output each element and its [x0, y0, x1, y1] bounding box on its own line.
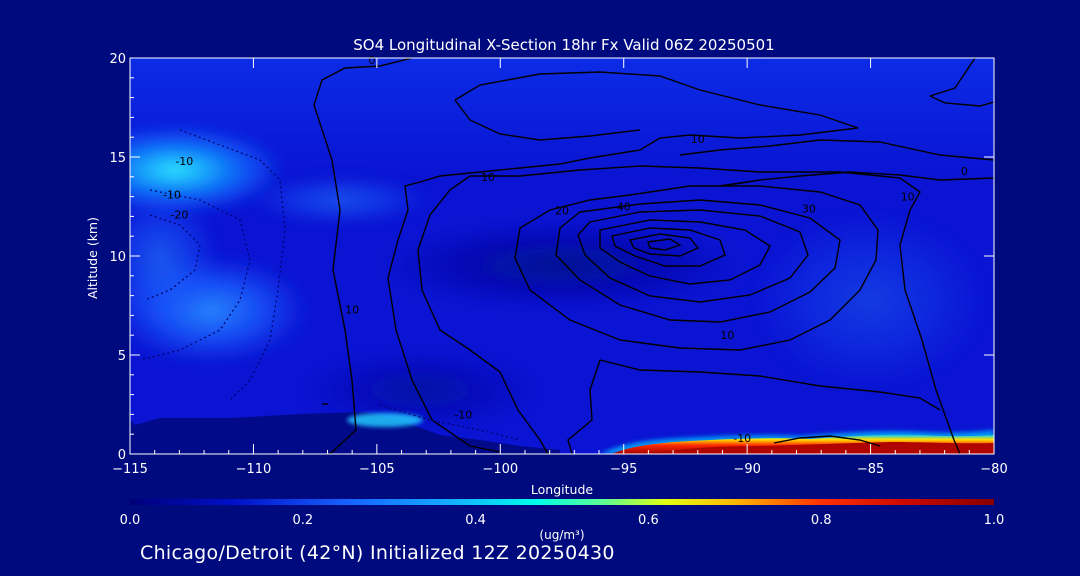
- contour-seventy: [628, 233, 700, 257]
- contour-label: 10: [345, 303, 359, 316]
- y-tick-label: 20: [109, 52, 126, 67]
- x-tick-label: −80: [980, 462, 1007, 477]
- x-tick-label: −85: [857, 462, 884, 477]
- contour-label: -10: [175, 155, 193, 168]
- contour-zero-ne: [929, 58, 976, 97]
- blue-band-upper: [250, 175, 430, 225]
- contour-lines: [313, 58, 994, 454]
- contour-label: 10: [720, 329, 734, 342]
- dark-minimum-mid: [380, 220, 740, 310]
- colorbar: [130, 499, 994, 505]
- x-axis: −115 −110 −105 −100 −95 −90 −85 −80: [112, 58, 1008, 477]
- colorbar-tick-label: 0.4: [465, 513, 486, 528]
- colorbar-ticks: 0.0 0.2 0.4 0.6 0.8 1.0: [120, 513, 1005, 528]
- dark-minimum-low: [300, 350, 540, 430]
- y-tick-label: 15: [109, 151, 126, 166]
- contour-label: -10: [454, 408, 472, 421]
- contour-ten-outer: [470, 165, 961, 454]
- contour-zero-east: [719, 171, 994, 187]
- neg-contour-b: [139, 189, 251, 361]
- contour-plume: [773, 435, 881, 447]
- contour-label: 10: [691, 133, 705, 146]
- plume-core: [650, 442, 994, 454]
- contour-ten-south-b: [599, 359, 941, 411]
- y-axis: 0 5 10 15 20: [109, 52, 994, 463]
- contour-label: 30: [802, 202, 816, 215]
- blue-maximum-left: [130, 190, 220, 330]
- chart-title: SO4 Longitudinal X-Section 18hr Fx Valid…: [353, 36, 774, 54]
- contour-zero-ne-b: [929, 95, 994, 107]
- colorbar-tick-label: 0.8: [811, 513, 832, 528]
- contour-label: 0: [368, 54, 375, 67]
- blue-region-east: [750, 210, 990, 390]
- contour-eighty: [647, 238, 682, 251]
- x-axis-label: Longitude: [531, 482, 593, 497]
- y-axis-label: Altitude (km): [85, 217, 100, 299]
- contour-ten-west: [417, 175, 549, 454]
- y-tick-label: 5: [118, 349, 126, 364]
- contour-sixty: [611, 227, 726, 267]
- terrain-shade: [130, 412, 560, 454]
- colorbar-tick-label: 0.0: [120, 513, 141, 528]
- y-tick-label: 10: [109, 250, 126, 265]
- colorbar-tick-label: 0.2: [292, 513, 313, 528]
- neg-contour-c: [144, 214, 201, 301]
- contour-label: -10: [733, 432, 751, 445]
- x-tick-label: −115: [112, 462, 148, 477]
- contour-label: 10: [481, 171, 495, 184]
- cyan-streak-low: [347, 413, 423, 427]
- x-tick-label: −90: [733, 462, 760, 477]
- contour-twenty: [514, 185, 879, 351]
- contour-ten-south: [567, 359, 601, 454]
- contour-ten-upper: [679, 139, 994, 161]
- contour-zero-west-top: [313, 58, 413, 106]
- contour-label: -10: [163, 189, 181, 202]
- contour-label: 20: [555, 204, 569, 217]
- negative-contours: [139, 129, 521, 441]
- concentration-field: [130, 58, 994, 454]
- neg-contour-a: [179, 129, 286, 401]
- contour-zero-inner-top: [454, 99, 641, 141]
- contour-label: 40: [617, 200, 631, 213]
- contour-fifty: [599, 219, 771, 285]
- colorbar-tick-label: 0.6: [638, 513, 659, 528]
- neg-contour-d: [379, 404, 521, 441]
- x-tick-label: −95: [610, 462, 637, 477]
- contour-small-tick: [719, 181, 749, 187]
- contour-label: -20: [170, 208, 188, 221]
- colorbar-units: (ug/m³): [539, 528, 584, 542]
- x-tick-label: −110: [236, 462, 272, 477]
- contour-label: 0: [961, 165, 968, 178]
- colorbar-tick-label: 1.0: [984, 513, 1005, 528]
- footer-caption: Chicago/Detroit (42°N) Initialized 12Z 2…: [140, 542, 615, 564]
- contour-zero-outer: [387, 71, 859, 453]
- y-tick-label: 0: [118, 448, 126, 463]
- contour-label: 10: [901, 191, 915, 204]
- x-tick-label: −100: [482, 462, 518, 477]
- contour-labels: -10 -10 -20 0 10 10 20 40 30 10 0 10 10 -10 -10: [163, 54, 968, 445]
- contour-forty: [577, 209, 809, 303]
- contour-zero-west: [313, 104, 357, 454]
- x-tick-label: −105: [359, 462, 395, 477]
- contour-thirty: [555, 199, 841, 323]
